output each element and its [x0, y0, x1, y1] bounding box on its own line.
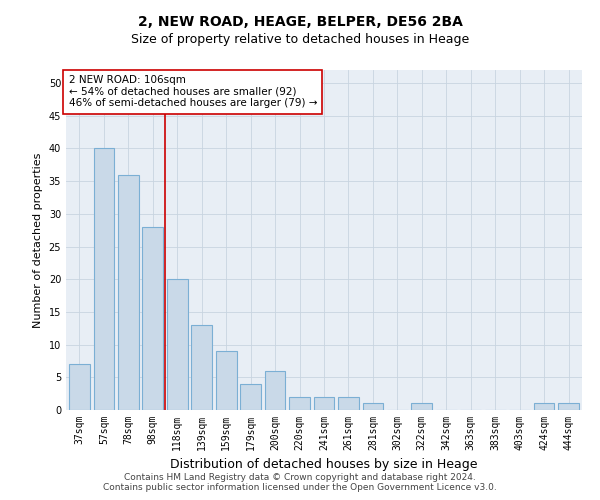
Bar: [94, 148, 114, 410]
Text: Contains HM Land Registry data © Crown copyright and database right 2024.
Contai: Contains HM Land Registry data © Crown c…: [103, 473, 497, 492]
Text: Size of property relative to detached houses in Heage: Size of property relative to detached ho…: [131, 32, 469, 46]
Text: 2 NEW ROAD: 106sqm
← 54% of detached houses are smaller (92)
46% of semi-detache: 2 NEW ROAD: 106sqm ← 54% of detached hou…: [68, 75, 317, 108]
Bar: [314, 397, 334, 410]
Bar: [167, 279, 188, 410]
Bar: [534, 404, 554, 410]
Bar: [69, 364, 90, 410]
Bar: [118, 174, 139, 410]
Bar: [191, 325, 212, 410]
Bar: [240, 384, 261, 410]
Text: 2, NEW ROAD, HEAGE, BELPER, DE56 2BA: 2, NEW ROAD, HEAGE, BELPER, DE56 2BA: [137, 15, 463, 29]
Bar: [216, 351, 236, 410]
Bar: [142, 227, 163, 410]
Bar: [265, 371, 286, 410]
X-axis label: Distribution of detached houses by size in Heage: Distribution of detached houses by size …: [170, 458, 478, 471]
Bar: [558, 404, 579, 410]
Bar: [338, 397, 359, 410]
Bar: [289, 397, 310, 410]
Y-axis label: Number of detached properties: Number of detached properties: [33, 152, 43, 328]
Bar: [412, 404, 432, 410]
Bar: [362, 404, 383, 410]
